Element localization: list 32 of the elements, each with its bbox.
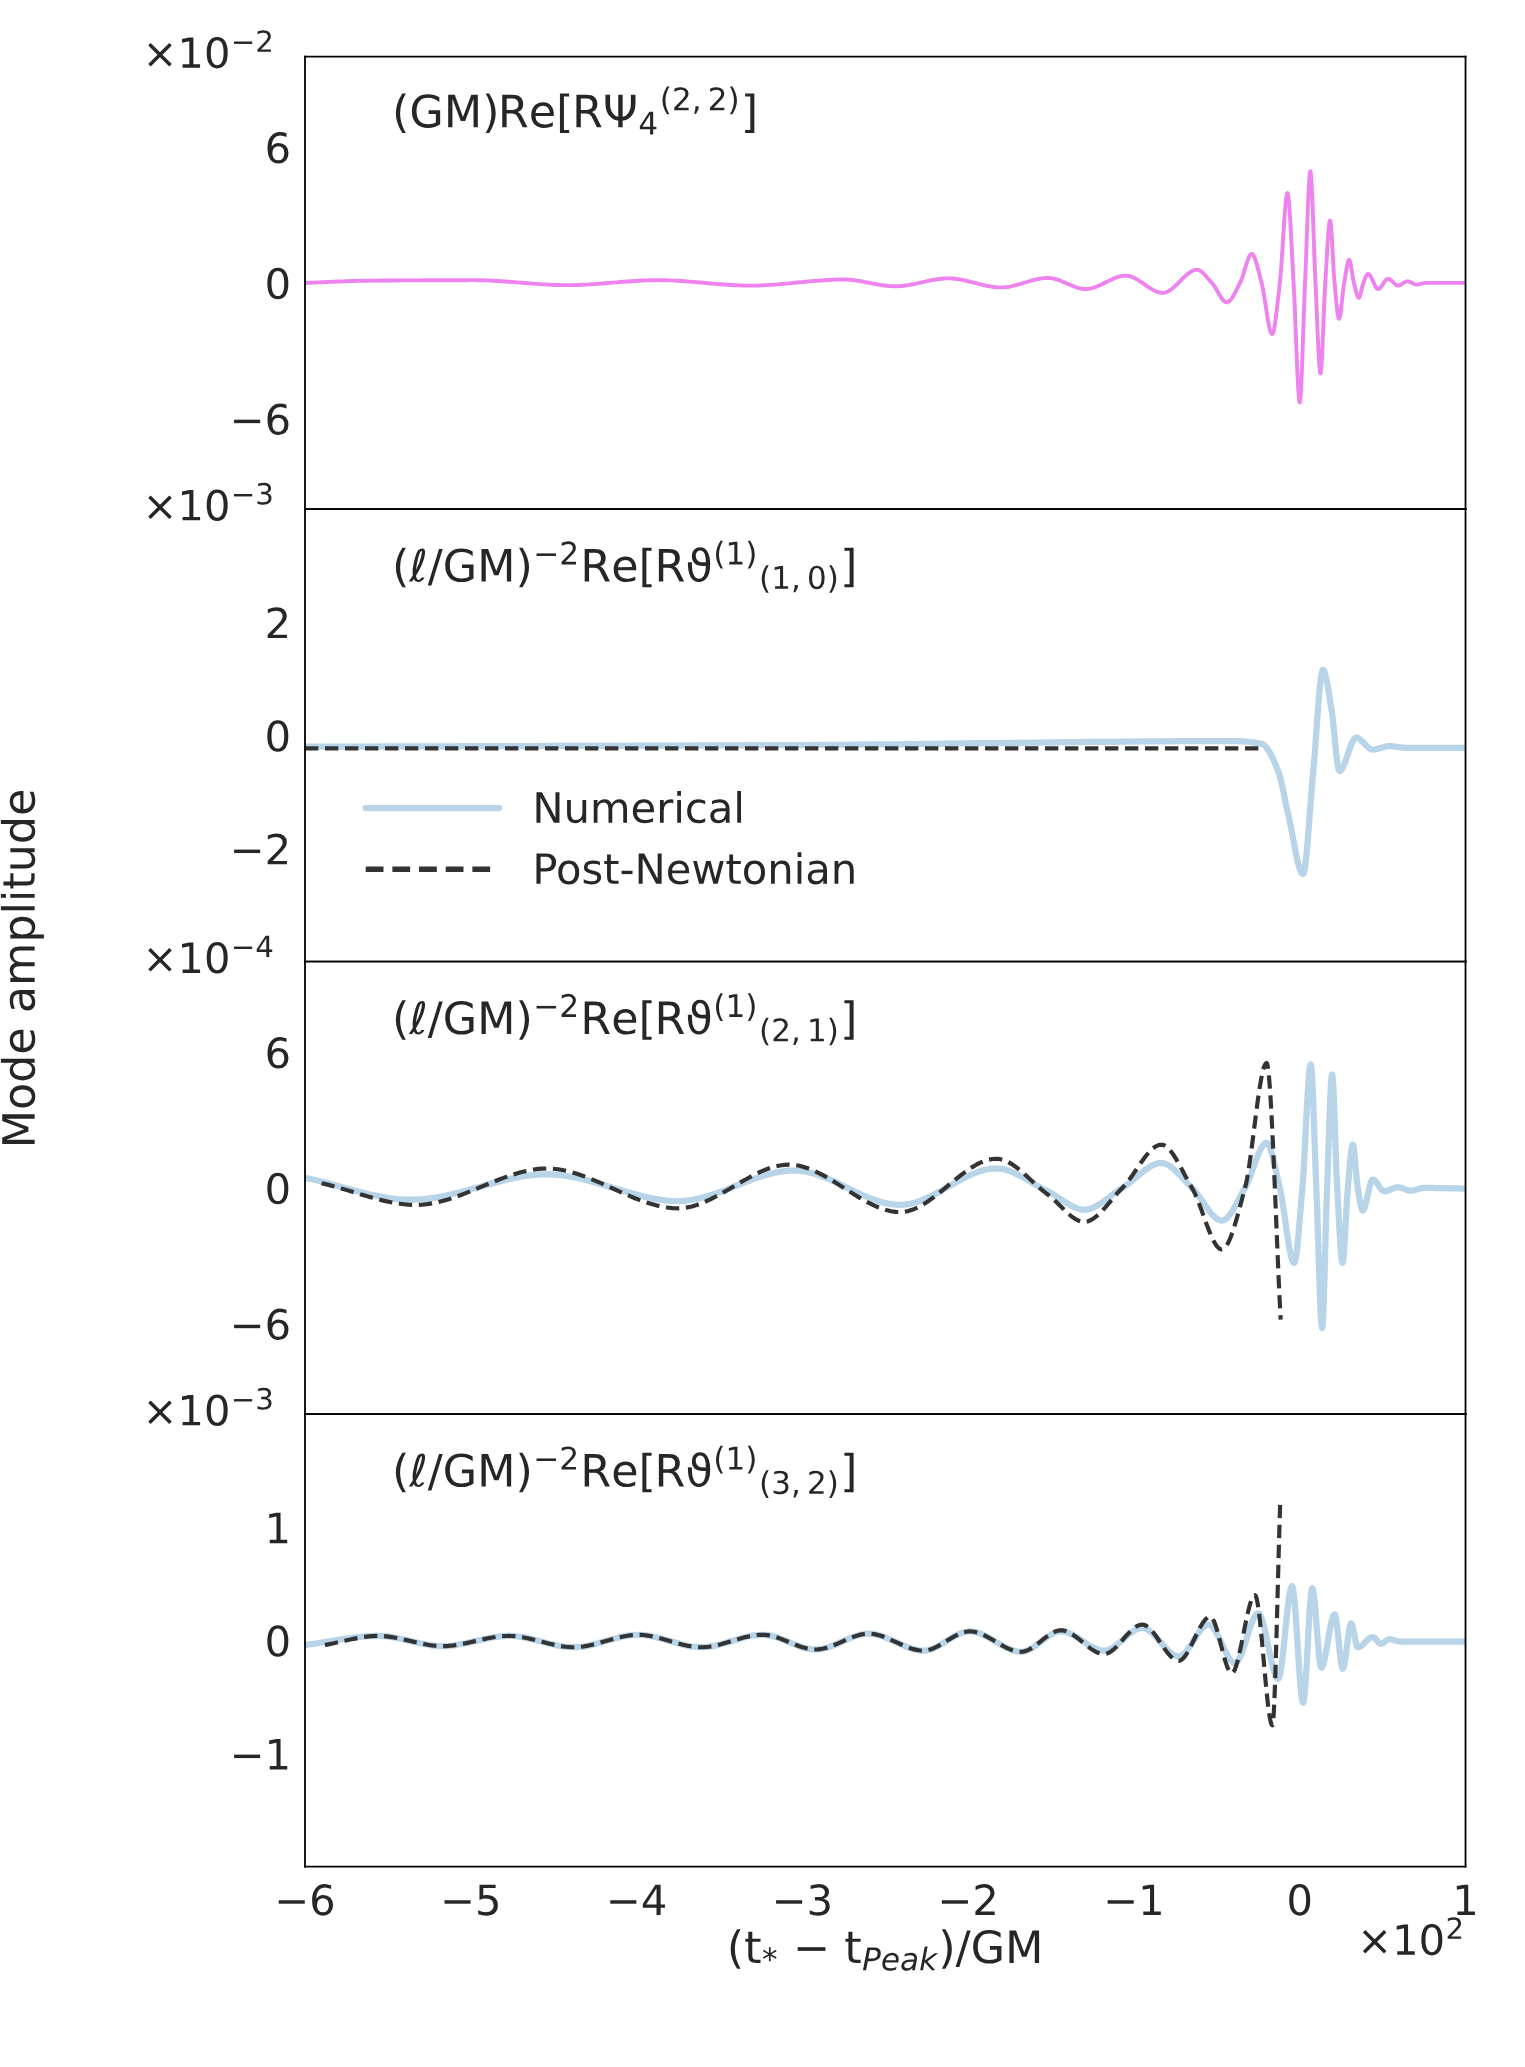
y-tick-label: 0	[267, 1625, 289, 1657]
legend-label: Post-Newtonian	[536, 852, 854, 885]
text: ×10$^{−4}$	[148, 935, 273, 974]
x-tick-label: −3	[776, 1884, 830, 1916]
y-tick-label: 0	[267, 267, 289, 300]
x-tick-label: −4	[610, 1884, 665, 1916]
y-tick-label: 6	[267, 1037, 289, 1069]
annotation: (ℓ/GM)$^{−2}$Re[Rϑ$^{(1)}$$_{(3,2)}$]	[395, 1445, 854, 1498]
annotation: (ℓ/GM)$^{−2}$Re[Rϑ$^{(1)}$$_{(2,1)}$]	[395, 993, 854, 1046]
y-tick-label: −6	[234, 1308, 289, 1341]
x-tick-label: −1	[1107, 1884, 1161, 1916]
y-tick-label: 6	[267, 132, 289, 164]
y-tick-label: 0	[267, 1172, 289, 1205]
y-tick-label: 1	[269, 1512, 288, 1544]
annotation: (GM)Re[RΨ$_{4}$$^{(2,2)}$]	[395, 86, 755, 135]
legend-label: Numerical	[536, 791, 741, 824]
annotation: (ℓ/GM)$^{−2}$Re[Rϑ$^{(1)}$$_{(1,0)}$]	[395, 540, 854, 593]
y-tick-label: −1	[234, 1739, 288, 1770]
y-tick-label: 2	[267, 607, 287, 639]
x-tick-label: −5	[444, 1884, 498, 1916]
text: ×10$^{−3}$	[148, 1387, 272, 1426]
y-tick-label: 0	[267, 720, 289, 752]
x-tick-label: −2	[941, 1884, 995, 1916]
y-tick-label: −6	[234, 403, 289, 436]
x-tick-label: 1	[1456, 1884, 1475, 1916]
y-tick-label: −2	[234, 833, 287, 865]
text: ×10$^{−3}$	[148, 482, 272, 521]
x-axis-title: (t$_{*}$ − t$_{Peak}$)/GM	[730, 1929, 1040, 1971]
y-axis-title: Mode amplitude	[0, 790, 44, 1145]
text: ×10$^{−2}$	[148, 30, 271, 69]
x-tick-label: 0	[1289, 1884, 1311, 1916]
text: ×10$^{2}$	[1362, 1917, 1462, 1956]
